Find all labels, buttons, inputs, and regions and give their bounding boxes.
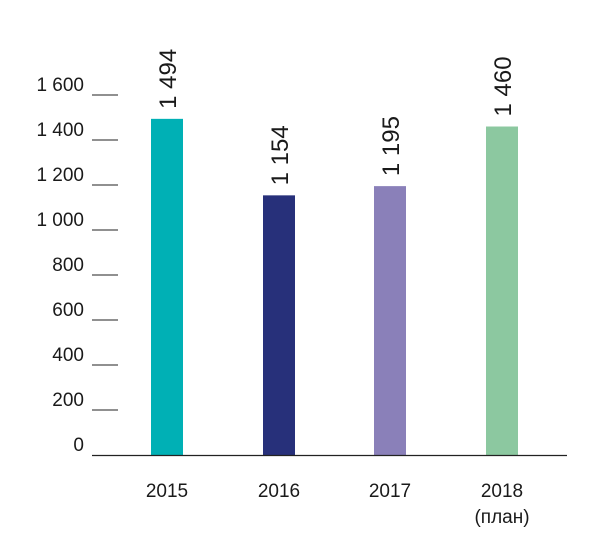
x-tick-label: 2018 xyxy=(481,481,523,502)
x-tick-label: 2017 xyxy=(369,481,411,502)
value-label-2017: 1 195 xyxy=(378,116,405,176)
x-tick-note: (план) xyxy=(474,507,529,528)
x-axis: 2015 2016 2017 2018 (план) xyxy=(92,454,567,528)
y-tick-label: 1 400 xyxy=(36,120,84,141)
y-tick-label: 1 600 xyxy=(36,75,84,96)
bar-2017 xyxy=(374,186,406,455)
value-label-2018: 1 460 xyxy=(490,56,517,116)
value-labels: 1 494 1 154 1 195 1 460 xyxy=(155,49,517,186)
y-tick-label: 400 xyxy=(52,345,84,366)
bar-2018 xyxy=(486,126,518,455)
y-tick-label: 1 000 xyxy=(36,210,84,231)
bar-2016 xyxy=(263,195,295,455)
x-tick-label: 2015 xyxy=(146,481,188,502)
bar-2015 xyxy=(151,118,183,455)
bar-series xyxy=(151,118,518,455)
x-tick-label: 2016 xyxy=(258,481,300,502)
value-label-2016: 1 154 xyxy=(267,125,294,185)
y-tick-label: 800 xyxy=(52,255,84,276)
value-label-2015: 1 494 xyxy=(155,49,182,109)
y-tick-label: 1 200 xyxy=(36,165,84,186)
y-tick-label: 200 xyxy=(52,390,84,411)
y-tick-label: 600 xyxy=(52,300,84,321)
y-tick-label: 0 xyxy=(73,435,84,456)
y-axis: 0 200 400 600 800 1 000 1 200 1 400 1 600 xyxy=(36,75,118,456)
